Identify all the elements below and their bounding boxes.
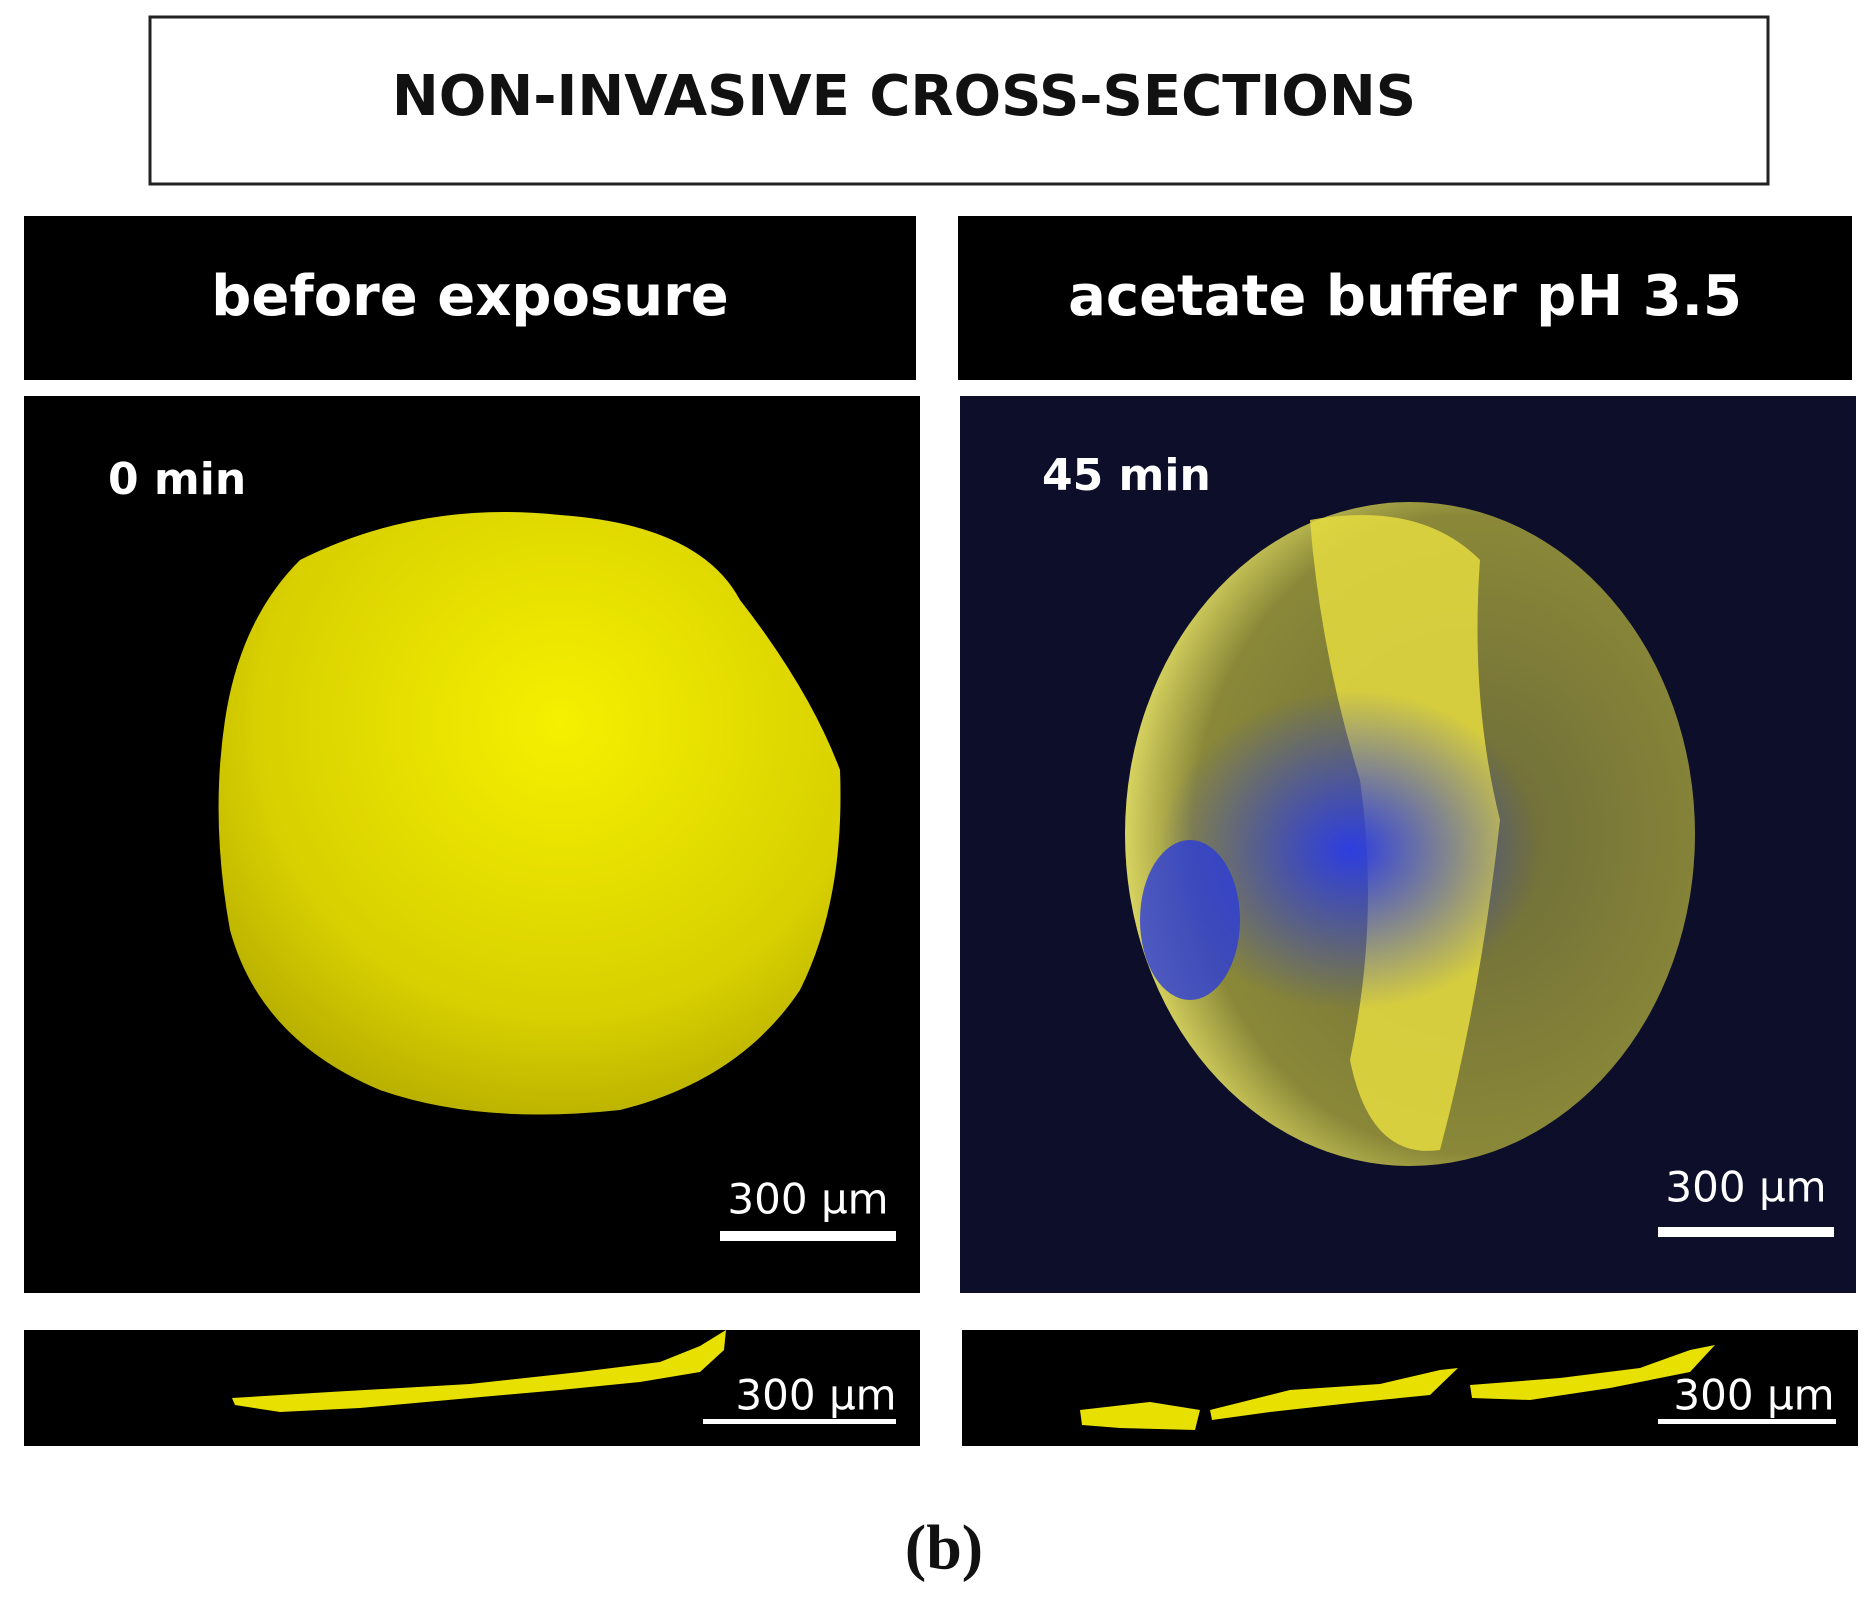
scale-label: 300 µm xyxy=(1673,1371,1834,1420)
scale-bar xyxy=(1658,1227,1834,1237)
cross-section xyxy=(232,1330,726,1412)
title-box xyxy=(148,15,1770,186)
scale-bar xyxy=(720,1231,896,1241)
scale-bar xyxy=(703,1419,896,1424)
panel-header xyxy=(24,216,916,380)
panel-title: before exposure xyxy=(211,264,728,329)
scale-bar xyxy=(1658,1419,1836,1424)
cross-section xyxy=(1470,1345,1715,1400)
cross-section xyxy=(1210,1368,1458,1420)
scale-label: 300 µm xyxy=(735,1371,896,1420)
time-label: 0 min xyxy=(108,454,246,505)
scale-label: 300 µm xyxy=(1665,1163,1826,1212)
blue-region xyxy=(1160,690,1540,1010)
scale-label: 300 µm xyxy=(727,1175,888,1224)
panel-header xyxy=(958,216,1852,380)
panel-title: acetate buffer pH 3.5 xyxy=(1068,264,1742,329)
caption: (b) xyxy=(905,1512,983,1583)
cross-section xyxy=(1080,1402,1200,1430)
time-label: 45 min xyxy=(1042,450,1211,501)
sample-blob xyxy=(218,512,841,1115)
blue-region xyxy=(1140,840,1240,1000)
figure-title: NON-INVASIVE CROSS-SECTIONS xyxy=(392,64,1416,129)
